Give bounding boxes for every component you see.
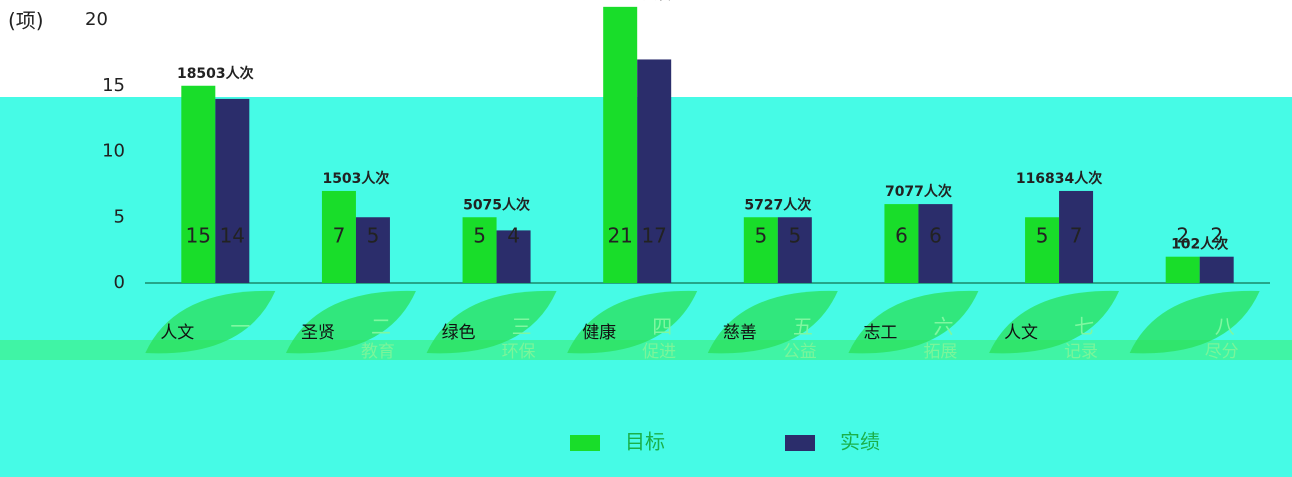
category-number: 八 — [1215, 315, 1235, 339]
y-tick-label: 15 — [102, 75, 125, 96]
x-tick-label: 绿色 — [442, 323, 476, 343]
category-number: 三 — [512, 315, 532, 339]
bar — [1025, 217, 1060, 283]
category-sublabel: 拓展 — [923, 342, 957, 362]
x-tick-label: 健康 — [582, 323, 616, 343]
bar-annotation: 5727人次 — [744, 196, 811, 213]
leaf-decoration — [707, 290, 838, 354]
legend-swatch — [785, 435, 815, 451]
x-tick-label: 圣贤 — [301, 323, 335, 343]
bar — [496, 230, 531, 283]
bar-value-label: 6 — [895, 224, 908, 248]
leaf-decoration — [426, 290, 557, 354]
bar — [918, 204, 953, 283]
bar-annotation: 18503人次 — [177, 65, 254, 82]
bar — [637, 59, 672, 284]
category-number: 一 — [230, 315, 250, 339]
bar — [1165, 256, 1200, 283]
leaf-decoration — [145, 290, 276, 354]
y-tick-label: 10 — [102, 141, 125, 162]
bar-value-label: 5 — [1036, 224, 1049, 248]
bar-value-label: 7 — [1070, 224, 1083, 248]
x-tick-label: 志工 — [863, 323, 897, 343]
bar — [181, 85, 216, 283]
bar — [1199, 256, 1234, 283]
bar-annotation: 116834人次 — [1016, 170, 1102, 187]
legend-swatch — [570, 435, 600, 451]
leaf-decoration — [989, 290, 1120, 354]
x-tick-label: 人文 — [160, 323, 194, 343]
bar-value-label: 21 — [607, 224, 632, 248]
legend-label: 实绩 — [840, 430, 880, 454]
y-tick-label: 0 — [114, 272, 125, 293]
x-tick-label: 慈善 — [723, 323, 757, 343]
category-sublabel: 促进 — [642, 342, 676, 362]
bar-value-label: 6 — [929, 224, 942, 248]
bar — [777, 217, 812, 283]
bar — [215, 98, 250, 284]
bar — [462, 217, 497, 283]
bar-annotation: 7077人次 — [885, 183, 952, 200]
category-sublabel: 尽分 — [1205, 342, 1239, 362]
category-sublabel: 记录 — [1064, 342, 1098, 362]
category-number: 七 — [1074, 315, 1094, 339]
bar-value-label: 5 — [754, 224, 767, 248]
category-number: 二 — [371, 315, 391, 339]
leaf-decoration — [1129, 290, 1260, 354]
bar-value-label: 7 — [333, 224, 346, 248]
legend-label: 目标 — [625, 430, 665, 454]
category-sublabel: 教育 — [361, 342, 395, 362]
y-tick-label: 5 — [114, 206, 125, 227]
y-axis-label: (项) — [8, 9, 44, 33]
bar — [884, 204, 919, 283]
bar-annotation: 5075人次 — [463, 196, 530, 213]
category-number: 五 — [793, 315, 813, 339]
leaf-decoration — [567, 290, 698, 354]
bar-value-label: 4 — [507, 224, 520, 248]
bar-annotation: 5993人次 — [604, 0, 671, 3]
category-number: 四 — [652, 315, 672, 339]
x-tick-label: 人文 — [1004, 323, 1038, 343]
bar-value-label: 17 — [641, 224, 666, 248]
leaf-decoration — [848, 290, 979, 354]
bar-value-label: 14 — [220, 224, 245, 248]
bar — [321, 190, 356, 283]
bar-value-label: 15 — [186, 224, 211, 248]
bar — [1059, 190, 1094, 283]
bar-value-label: 5 — [788, 224, 801, 248]
bar — [603, 6, 638, 283]
bar-annotation: 1503人次 — [322, 170, 389, 187]
bar-value-label: 2 — [1176, 224, 1189, 248]
y-tick-label: 20 — [85, 9, 108, 30]
bar — [743, 217, 778, 283]
bar-value-label: 2 — [1210, 224, 1223, 248]
bar-value-label: 5 — [473, 224, 486, 248]
bar — [355, 217, 390, 283]
bar-value-label: 5 — [367, 224, 380, 248]
category-number: 六 — [933, 315, 953, 339]
bar-annotation: 102人次 — [1171, 236, 1228, 253]
category-sublabel: 公益 — [783, 342, 817, 362]
leaf-decoration — [285, 290, 416, 354]
category-sublabel: 环保 — [502, 342, 536, 362]
